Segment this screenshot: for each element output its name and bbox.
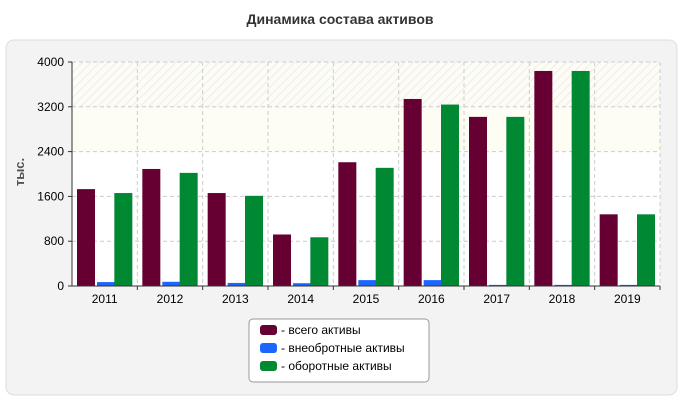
legend-label: - всего активы <box>281 323 361 337</box>
bar-2-2012 <box>162 281 181 286</box>
bar-3-2015 <box>375 167 394 286</box>
x-tick-label: 2015 <box>353 292 380 306</box>
bar-2-2015 <box>358 280 377 286</box>
bar-2-2018 <box>554 284 573 286</box>
bar-1-2017 <box>469 116 487 286</box>
y-tick-labels: 0 800 1600 2400 3200 4000 <box>37 55 72 293</box>
plot-background <box>72 62 660 286</box>
bar-3-2014 <box>310 237 329 286</box>
bar-2-2011 <box>97 282 115 286</box>
bar-2-2014 <box>293 283 311 286</box>
x-tick-label: 2013 <box>222 292 249 306</box>
bar-3-2016 <box>441 104 459 286</box>
bar-1-2011 <box>77 189 95 286</box>
x-tick-label: 2017 <box>483 292 510 306</box>
chart-title: Динамика состава активов <box>247 11 434 27</box>
bar-3-2011 <box>114 193 133 286</box>
bar-1-2014 <box>273 234 291 286</box>
legend-swatch <box>260 343 277 353</box>
bar-3-2013 <box>245 195 263 286</box>
y-tick-label: 0 <box>57 279 64 293</box>
x-tick-label: 2014 <box>287 292 314 306</box>
bar-1-2012 <box>142 168 161 286</box>
plot-band <box>72 106 660 152</box>
bar-3-2018 <box>571 70 590 287</box>
grid-lines <box>72 61 661 286</box>
x-tick-label: 2012 <box>157 292 184 306</box>
legend-label: - оборотные активы <box>281 359 392 373</box>
bar-3-2017 <box>506 116 525 286</box>
bar-2-2016 <box>423 280 442 286</box>
x-tick-label: 2016 <box>418 292 445 306</box>
bar-2-2019 <box>619 284 638 286</box>
bar-1-2019 <box>599 214 618 286</box>
plot-band-top <box>72 62 660 107</box>
bar-3-2012 <box>179 172 198 286</box>
legend-label: - внеобротные активы <box>281 341 405 355</box>
legend-swatch <box>260 325 277 335</box>
y-tick-label: 4000 <box>37 55 64 69</box>
y-axis-label: тыс. <box>12 158 27 186</box>
legend-box <box>248 318 430 383</box>
y-tick-label: 2400 <box>37 145 64 159</box>
bar-2-2013 <box>227 282 246 286</box>
x-tick-label: 2011 <box>92 292 118 306</box>
y-tick-label: 3200 <box>37 100 64 114</box>
x-tick-label: 2018 <box>549 292 576 306</box>
bar-1-2013 <box>207 193 226 286</box>
bars <box>77 70 655 287</box>
legend: - всего активы - внеобротные активы - обор… <box>248 318 430 383</box>
bar-1-2016 <box>403 98 422 287</box>
bar-3-2019 <box>637 214 655 286</box>
y-tick-label: 1600 <box>37 189 64 203</box>
axes <box>71 62 660 287</box>
x-tick-labels: 2011 2012 2013 2014 2015 2016 2017 2018 2019 <box>92 286 661 306</box>
legend-swatch <box>260 361 277 371</box>
bar-2-2017 <box>489 284 507 286</box>
y-tick-label: 800 <box>44 234 64 248</box>
x-tick-label: 2019 <box>614 292 641 306</box>
bar-1-2018 <box>534 70 553 287</box>
bar-1-2015 <box>338 162 357 286</box>
